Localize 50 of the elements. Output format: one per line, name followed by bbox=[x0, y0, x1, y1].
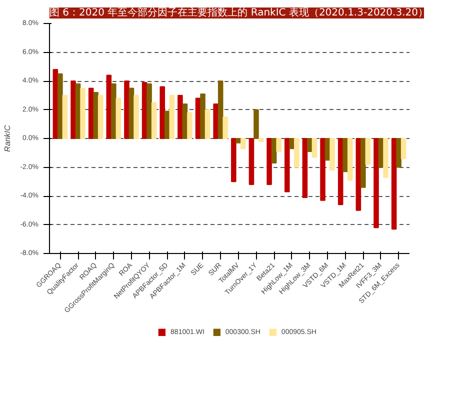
bar bbox=[169, 94, 175, 139]
bar bbox=[289, 138, 295, 150]
bar bbox=[302, 138, 308, 198]
bar bbox=[312, 138, 318, 158]
y-axis-title: RankIC bbox=[3, 124, 12, 152]
bar bbox=[236, 138, 242, 144]
bar bbox=[266, 138, 272, 185]
bar bbox=[254, 109, 259, 139]
bar bbox=[111, 83, 116, 139]
bar bbox=[222, 116, 228, 139]
chart-title: 图 6：2020 年至今部分因子在主要指数上的 RankIC 表现（2020.1.3-2020.3.20） bbox=[50, 6, 428, 18]
bar bbox=[360, 138, 366, 188]
bar bbox=[134, 94, 139, 139]
bar bbox=[204, 109, 210, 139]
bar bbox=[320, 138, 326, 201]
bar bbox=[124, 80, 130, 139]
bar bbox=[276, 138, 282, 152]
bar bbox=[58, 73, 63, 139]
bar bbox=[271, 138, 277, 164]
bar bbox=[240, 138, 246, 150]
bar bbox=[284, 138, 290, 192]
bar bbox=[116, 98, 122, 139]
bar bbox=[231, 138, 236, 182]
bar bbox=[187, 112, 192, 139]
bar bbox=[374, 138, 379, 228]
bar bbox=[383, 138, 388, 178]
bar bbox=[70, 80, 76, 139]
bar bbox=[391, 138, 397, 230]
bar bbox=[338, 138, 344, 206]
bar bbox=[396, 138, 402, 168]
bar bbox=[400, 138, 406, 160]
bar bbox=[294, 138, 300, 168]
bar bbox=[160, 86, 166, 139]
bar bbox=[213, 104, 218, 139]
bar bbox=[80, 88, 86, 139]
bar bbox=[365, 138, 371, 165]
bar bbox=[200, 93, 206, 139]
bar bbox=[151, 102, 157, 139]
bar bbox=[178, 94, 183, 139]
bar bbox=[62, 94, 68, 139]
bar bbox=[248, 138, 254, 185]
bar bbox=[146, 83, 152, 139]
bar bbox=[342, 138, 348, 172]
bar bbox=[347, 138, 353, 181]
bar bbox=[330, 138, 335, 171]
bar bbox=[93, 92, 98, 139]
bar bbox=[218, 80, 224, 139]
bar bbox=[258, 138, 264, 142]
bar bbox=[307, 138, 312, 152]
bar bbox=[98, 94, 104, 139]
